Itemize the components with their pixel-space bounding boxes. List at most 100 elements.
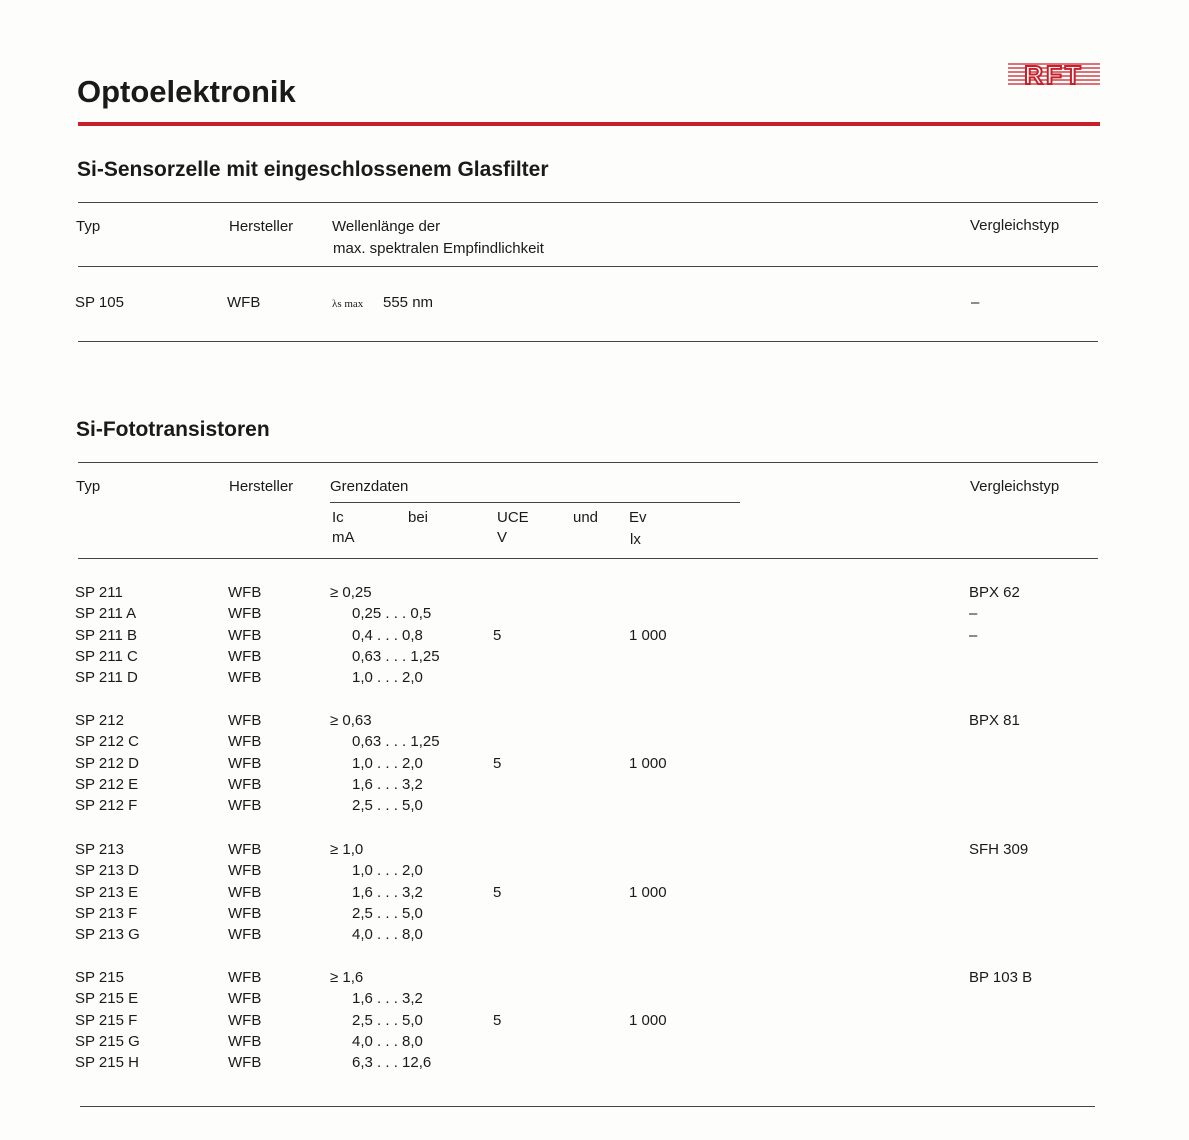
cell-typ: SP 213 F xyxy=(75,905,138,922)
cell-hersteller: WFB xyxy=(228,584,262,601)
cell-typ: SP 212 F xyxy=(75,797,138,814)
divider xyxy=(78,266,1098,267)
cell-ic-range: 1,0 . . . 2,0 xyxy=(352,755,423,772)
cell-hersteller: WFB xyxy=(228,884,262,901)
cell-ic-range: ≥ 0,25 xyxy=(330,584,372,601)
cell-ic-range: 1,6 . . . 3,2 xyxy=(352,990,423,1007)
cell-hersteller: WFB xyxy=(228,1054,262,1071)
cell-vergleichstyp: BPX 81 xyxy=(969,712,1020,729)
cell-ic-range: 0,63 . . . 1,25 xyxy=(352,648,440,665)
cell-hersteller: WFB xyxy=(228,627,262,644)
section-title-sensorzelle: Si-Sensorzelle mit eingeschlossenem Glas… xyxy=(77,158,549,181)
cell-typ: SP 215 H xyxy=(75,1054,139,1071)
cell-typ: SP 213 G xyxy=(75,926,140,943)
cell-hersteller: WFB xyxy=(228,862,262,879)
cell-uce: 5 xyxy=(493,755,502,772)
header-ic: Ic xyxy=(332,509,344,526)
grenzdaten-divider xyxy=(330,502,740,503)
header-bei: bei xyxy=(408,509,429,526)
cell-typ: SP 211 xyxy=(75,584,123,601)
cell-vergleichstyp: SFH 309 xyxy=(969,841,1029,858)
cell-typ: SP 211 D xyxy=(75,669,138,686)
page-title: Optoelektronik xyxy=(77,74,296,109)
cell-vergleichstyp: – xyxy=(971,294,980,311)
cell-hersteller: WFB xyxy=(228,990,262,1007)
header-hersteller: Hersteller xyxy=(229,218,294,235)
cell-hersteller: WFB xyxy=(228,797,262,814)
cell-hersteller: WFB xyxy=(228,648,262,665)
cell-ev: 1 000 xyxy=(629,755,667,772)
cell-typ: SP 213 E xyxy=(75,884,139,901)
header-ic-unit: mA xyxy=(332,529,355,546)
cell-vergleichstyp: BPX 62 xyxy=(969,584,1020,601)
cell-typ: SP 215 xyxy=(75,969,124,986)
cell-typ: SP 212 E xyxy=(75,776,139,793)
cell-typ: SP 213 D xyxy=(75,862,139,879)
cell-typ: SP 105 xyxy=(75,294,124,311)
cell-typ: SP 215 G xyxy=(75,1033,140,1050)
cell-typ: SP 212 C xyxy=(75,733,139,750)
cell-ic-range: ≥ 1,6 xyxy=(330,969,364,986)
header-vergleichstyp: Vergleichstyp xyxy=(970,478,1060,495)
cell-ic-range: ≥ 0,63 xyxy=(330,712,372,729)
cell-hersteller: WFB xyxy=(228,969,262,986)
cell-ic-range: 1,6 . . . 3,2 xyxy=(352,884,423,901)
cell-ic-range: 0,4 . . . 0,8 xyxy=(352,627,423,644)
cell-typ: SP 213 xyxy=(75,841,124,858)
header-uce-unit: V xyxy=(497,529,508,546)
cell-ic-range: 1,6 . . . 3,2 xyxy=(352,776,423,793)
cell-ic-range: 2,5 . . . 5,0 xyxy=(352,905,423,922)
cell-vergleichstyp: – xyxy=(969,627,978,644)
header-uce: UCE xyxy=(497,509,529,526)
cell-hersteller: WFB xyxy=(228,926,262,943)
section-title-fototransistoren: Si-Fototransistoren xyxy=(76,418,270,441)
cell-uce: 5 xyxy=(493,884,502,901)
header-und: und xyxy=(573,509,599,526)
cell-hersteller: WFB xyxy=(227,294,261,311)
divider xyxy=(80,1106,1095,1107)
header-ev-unit: lx xyxy=(630,531,641,548)
cell-wavelength: 555 nm xyxy=(383,294,434,311)
cell-hersteller: WFB xyxy=(228,755,262,772)
cell-ev: 1 000 xyxy=(629,1012,667,1029)
cell-ic-range: 6,3 . . . 12,6 xyxy=(352,1054,432,1071)
divider xyxy=(78,558,1098,559)
cell-ic-range: 4,0 . . . 8,0 xyxy=(352,1033,423,1050)
header-typ: Typ xyxy=(76,478,101,495)
cell-typ: SP 211 B xyxy=(75,627,137,644)
cell-ic-range: 1,0 . . . 2,0 xyxy=(352,862,423,879)
cell-hersteller: WFB xyxy=(228,905,262,922)
header-hersteller: Hersteller xyxy=(229,478,294,495)
divider xyxy=(78,341,1098,342)
cell-uce: 5 xyxy=(493,1012,502,1029)
cell-ic-range: 2,5 . . . 5,0 xyxy=(352,797,423,814)
cell-hersteller: WFB xyxy=(228,1033,262,1050)
cell-ev: 1 000 xyxy=(629,627,667,644)
cell-hersteller: WFB xyxy=(228,1012,262,1029)
cell-lambda-symbol: λs max xyxy=(332,298,364,310)
cell-ev: 1 000 xyxy=(629,884,667,901)
rft-logo: RFT xyxy=(1008,60,1100,88)
cell-hersteller: WFB xyxy=(228,776,262,793)
cell-hersteller: WFB xyxy=(228,733,262,750)
header-wellenlaenge: Wellenlänge der xyxy=(332,218,441,235)
cell-typ: SP 211 C xyxy=(75,648,138,665)
cell-vergleichstyp: BP 103 B xyxy=(969,969,1033,986)
cell-typ: SP 212 D xyxy=(75,755,139,772)
cell-ic-range: 1,0 . . . 2,0 xyxy=(352,669,423,686)
cell-ic-range: 0,25 . . . 0,5 xyxy=(352,605,432,622)
header-wellenlaenge-2: max. spektralen Empfindlichkeit xyxy=(333,240,544,257)
cell-uce: 5 xyxy=(493,627,502,644)
cell-typ: SP 215 E xyxy=(75,990,139,1007)
cell-typ: SP 215 F xyxy=(75,1012,138,1029)
cell-vergleichstyp: – xyxy=(969,605,978,622)
header-vergleichstyp: Vergleichstyp xyxy=(970,217,1060,234)
svg-text:RFT: RFT xyxy=(1024,60,1084,88)
cell-ic-range: ≥ 1,0 xyxy=(330,841,364,858)
cell-hersteller: WFB xyxy=(228,712,262,729)
header-grenzdaten: Grenzdaten xyxy=(330,478,409,495)
red-divider xyxy=(78,122,1100,126)
cell-ic-range: 2,5 . . . 5,0 xyxy=(352,1012,423,1029)
cell-typ: SP 211 A xyxy=(75,605,137,622)
